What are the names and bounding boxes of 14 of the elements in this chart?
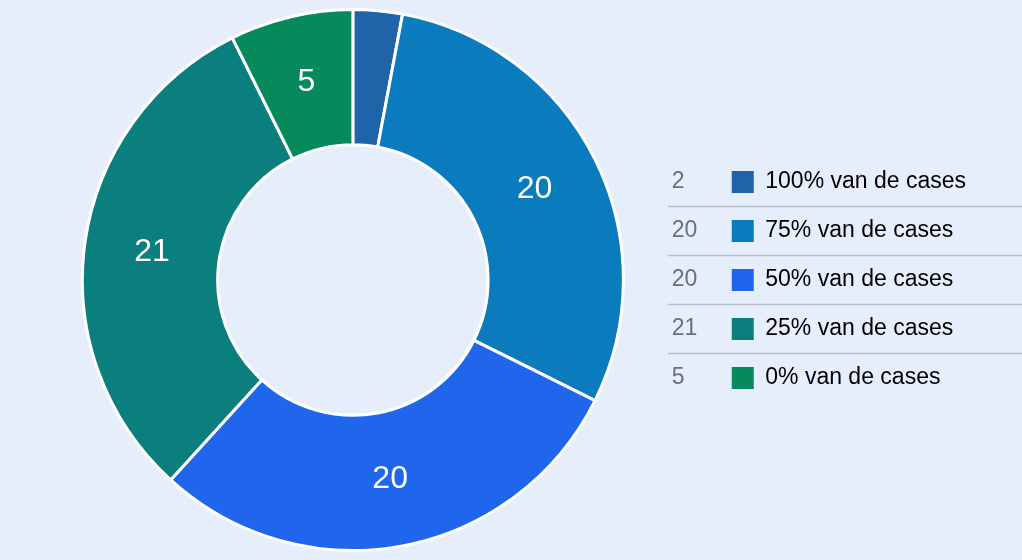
legend-label: 75% van de cases xyxy=(765,216,954,243)
legend-label: 50% van de cases xyxy=(765,265,954,292)
data-label: 20 xyxy=(372,459,408,496)
legend-label: 0% van de cases xyxy=(765,363,941,390)
text: 2 xyxy=(671,167,685,194)
text: 20 xyxy=(671,216,698,243)
data-label: 5 xyxy=(297,62,316,99)
text: 5 xyxy=(671,363,685,390)
legend-label: 25% van de cases xyxy=(765,314,954,341)
text: 20 xyxy=(671,265,698,292)
legend-label: 100% van de cases xyxy=(765,167,967,194)
data-label: 21 xyxy=(134,231,170,268)
data-label: 20 xyxy=(516,169,553,206)
text: 21 xyxy=(671,314,698,341)
